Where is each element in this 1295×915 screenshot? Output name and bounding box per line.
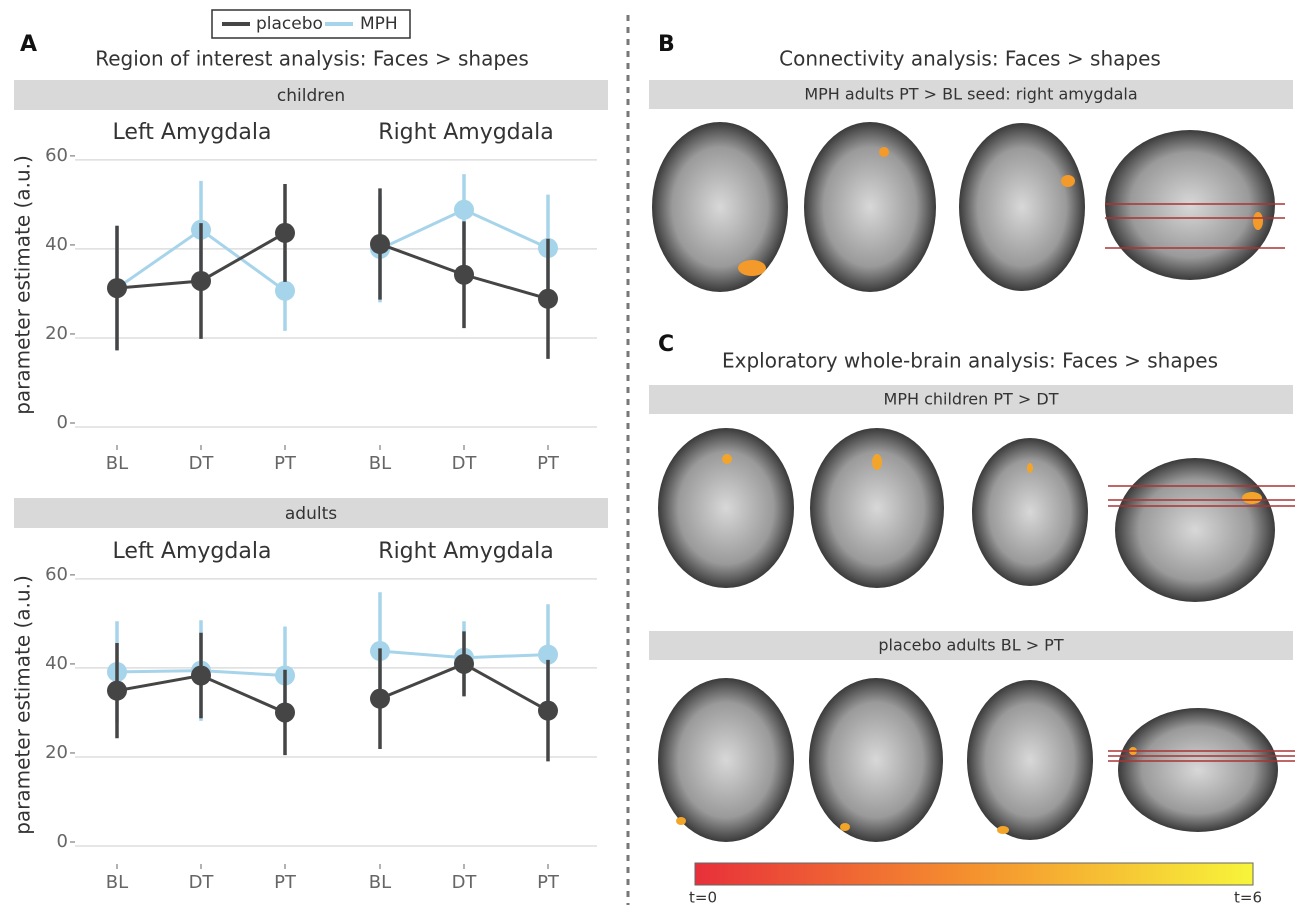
y-axis-label: parameter estimate (a.u.) (11, 575, 35, 835)
brain-row (658, 428, 1295, 602)
panel-title: Connectivity analysis: Faces > shapes (779, 47, 1161, 71)
x-tick-label: DT (452, 453, 478, 474)
brain-row (652, 122, 1285, 292)
chart-title: Left Amygdala (113, 539, 272, 564)
colorbar (695, 863, 1253, 885)
activation (676, 817, 686, 825)
point (191, 666, 211, 686)
brain-slice (959, 123, 1085, 291)
figure: placebo MPH A Region of interest analysi… (0, 0, 1295, 911)
x-tick-label: BL (106, 453, 128, 474)
point (454, 265, 474, 285)
contrast-header-text: MPH children PT > DT (884, 390, 1059, 409)
y-axis-label: parameter estimate (a.u.) (11, 155, 35, 415)
activation (840, 823, 850, 831)
point (275, 281, 295, 301)
y-tick-label: 60 (45, 564, 68, 585)
chart-title: Right Amygdala (378, 539, 553, 564)
brain-slice (1115, 458, 1275, 602)
facet-header-text: adults (285, 504, 337, 524)
brain-slice (1105, 130, 1275, 280)
activation (1253, 212, 1263, 230)
point (275, 702, 295, 722)
x-tick-label: PT (537, 453, 560, 474)
x-tick-label: BL (369, 453, 391, 474)
y-tick-label: 20 (45, 742, 68, 763)
brain-slice (809, 678, 943, 842)
brain-slice (658, 678, 794, 842)
activation (1242, 492, 1262, 504)
brain-slice (1118, 708, 1278, 832)
activation (1061, 175, 1075, 187)
x-tick-label: DT (452, 872, 478, 893)
point (538, 289, 558, 309)
activation (879, 147, 889, 157)
x-tick-label: DT (189, 872, 215, 893)
x-tick-label: BL (369, 872, 391, 893)
activation (997, 826, 1009, 834)
x-tick-label: DT (189, 453, 215, 474)
panel-title: Exploratory whole-brain analysis: Faces … (722, 349, 1218, 373)
y-tick-label: 60 (45, 145, 68, 166)
brain-slice (658, 428, 794, 588)
x-tick-label: BL (106, 872, 128, 893)
activation (1027, 463, 1033, 473)
point (370, 689, 390, 709)
y-tick-label: 0 (57, 412, 68, 433)
x-tick-label: PT (537, 872, 560, 893)
point (538, 701, 558, 721)
point (107, 681, 127, 701)
brain-row (658, 678, 1295, 842)
y-tick-label: 0 (57, 831, 68, 852)
activation (872, 454, 882, 470)
brain-slice (652, 122, 788, 292)
chart-title: Left Amygdala (113, 120, 272, 145)
point (454, 654, 474, 674)
activation (738, 260, 766, 276)
brain-slice (972, 438, 1088, 586)
y-tick-label: 40 (45, 234, 68, 255)
chart-title: Right Amygdala (378, 120, 553, 145)
panel-label: A (20, 32, 37, 57)
legend-label: placebo (256, 14, 323, 34)
point (191, 271, 211, 291)
panel-label: B (658, 32, 675, 57)
facet-header-text: children (277, 86, 345, 106)
contrast-header-text: MPH adults PT > BL seed: right amygdala (804, 85, 1137, 104)
brain-slice (804, 122, 936, 292)
point (275, 223, 295, 243)
contrast-header-text: placebo adults BL > PT (878, 636, 1063, 655)
y-tick-label: 40 (45, 653, 68, 674)
y-tick-label: 20 (45, 323, 68, 344)
colorbar-label: t=6 (1234, 889, 1262, 907)
activation (722, 454, 732, 464)
brain-slice (810, 428, 944, 588)
colorbar-label: t=0 (689, 889, 717, 907)
x-tick-label: PT (274, 453, 297, 474)
brain-slice (967, 680, 1093, 840)
point (107, 278, 127, 298)
panel-title: Region of interest analysis: Faces > sha… (95, 47, 529, 71)
panel-label: C (658, 332, 674, 357)
legend-label: MPH (360, 14, 398, 34)
x-tick-label: PT (274, 872, 297, 893)
point (454, 200, 474, 220)
point (370, 234, 390, 254)
